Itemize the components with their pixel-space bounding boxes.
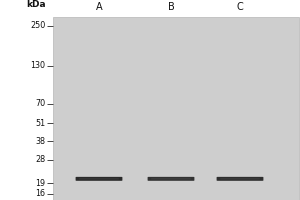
FancyBboxPatch shape xyxy=(76,177,122,181)
FancyBboxPatch shape xyxy=(217,177,263,181)
Text: 19: 19 xyxy=(35,179,46,188)
Text: C: C xyxy=(237,2,243,12)
Text: 28: 28 xyxy=(35,155,46,164)
Text: A: A xyxy=(96,2,102,12)
FancyBboxPatch shape xyxy=(148,177,194,181)
Text: 130: 130 xyxy=(31,61,46,70)
Text: 70: 70 xyxy=(35,99,46,108)
Text: kDa: kDa xyxy=(26,0,46,9)
FancyBboxPatch shape xyxy=(151,178,191,179)
FancyBboxPatch shape xyxy=(79,178,119,179)
Bar xyxy=(52,17,298,200)
Text: 16: 16 xyxy=(36,189,46,198)
Text: 250: 250 xyxy=(30,21,46,30)
Text: 51: 51 xyxy=(35,119,46,128)
Text: B: B xyxy=(168,2,174,12)
Text: 38: 38 xyxy=(36,137,46,146)
FancyBboxPatch shape xyxy=(220,178,260,179)
